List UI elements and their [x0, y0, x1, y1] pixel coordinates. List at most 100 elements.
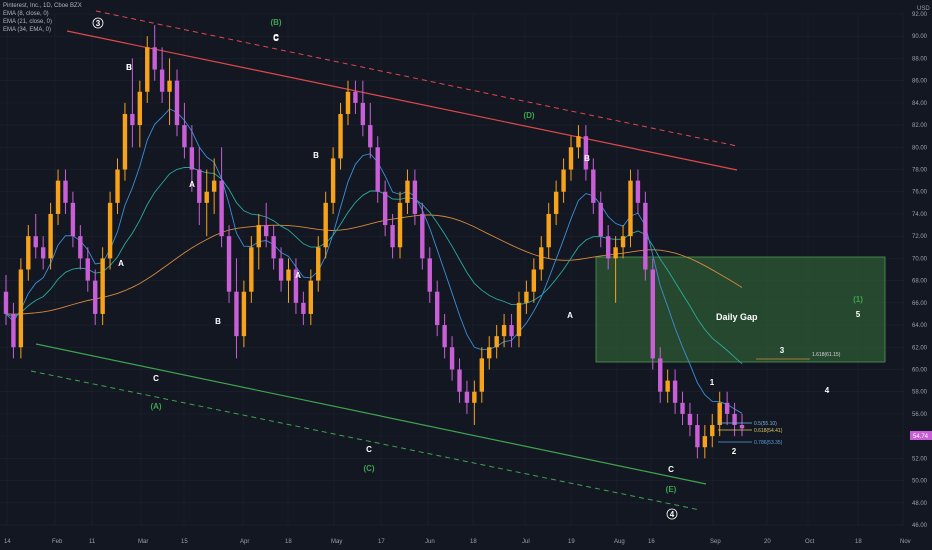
candle-body — [330, 158, 336, 203]
candle-body — [122, 113, 128, 170]
candle-body — [130, 113, 135, 126]
candle-body — [472, 391, 477, 403]
wave-label: C — [273, 33, 279, 42]
wave-label: 4 — [670, 510, 675, 519]
candle-body — [3, 291, 9, 314]
x-tick-label: Oct — [805, 539, 815, 545]
wave-label: 2 — [732, 447, 737, 456]
wave-label: A — [295, 271, 301, 280]
candle-body — [286, 269, 291, 281]
y-tick-label: 76.00 — [912, 190, 928, 196]
candle-body — [219, 180, 224, 237]
wave-circle — [666, 508, 678, 520]
fib-label: 0.618(54.41) — [754, 428, 783, 434]
y-tick-label: 66.00 — [912, 301, 928, 307]
candle-body — [576, 136, 581, 148]
x-tick-label: 18 — [470, 539, 477, 545]
candle-body — [100, 258, 105, 314]
x-tick-label: 14 — [4, 539, 11, 545]
candle-body — [479, 358, 484, 392]
candle-body — [591, 169, 596, 203]
candle-body — [531, 269, 537, 292]
candle-body — [293, 269, 299, 303]
wave-label: 4 — [825, 386, 830, 395]
wave-label: B — [215, 317, 221, 326]
x-tick-label: 19 — [568, 539, 575, 545]
candle-body — [643, 202, 648, 270]
x-tick-label: Feb — [52, 539, 63, 545]
candle-body — [687, 413, 693, 426]
candle-body — [457, 369, 462, 392]
candle-body — [256, 225, 261, 248]
wave-label: C — [153, 374, 159, 383]
candles — [3, 25, 745, 459]
x-tick-label: 18 — [855, 539, 862, 545]
candle-body — [420, 213, 425, 259]
candle-body — [501, 325, 507, 337]
candle-body — [665, 380, 670, 392]
ema34-label: EMA (34, EMA, 0) — [3, 27, 52, 33]
y-tick-label: 48.00 — [912, 501, 928, 507]
x-tick-label: 11 — [89, 539, 96, 545]
wave-label: B — [313, 151, 319, 160]
x-tick-label: Mar — [138, 539, 148, 545]
candle-body — [695, 425, 700, 448]
y-tick-label: 84.00 — [912, 101, 928, 107]
wave-label: (E) — [666, 485, 677, 494]
ema34-line — [5, 214, 743, 315]
candle-body — [174, 80, 180, 126]
y-tick-label: 78.00 — [912, 168, 928, 174]
candle-body — [308, 280, 314, 314]
candle-body — [516, 302, 522, 337]
support-parallel-line — [30, 370, 701, 511]
candle-body — [115, 169, 120, 203]
candle-body — [271, 236, 276, 259]
x-tick-label: Jun — [425, 539, 435, 545]
candle-body — [620, 236, 626, 248]
y-tick-label: 88.00 — [912, 56, 928, 62]
y-tick-label: 70.00 — [912, 256, 928, 262]
price-tag — [910, 431, 932, 440]
candle-body — [449, 347, 455, 370]
chart-legend: Pinterest, Inc., 1D, Cboe BZX EMA (8, cl… — [3, 2, 82, 34]
price-axis[interactable]: 92.00 90.00 88.00 86.00 84.00 82.00 80.00 78.00… — [912, 12, 928, 529]
x-tick-label: Aug — [614, 539, 625, 545]
wave-label: (D) — [523, 111, 534, 120]
grid — [0, 13, 905, 526]
wave-label: C — [366, 445, 372, 454]
x-tick-label: 18 — [285, 539, 292, 545]
candle-body — [553, 191, 559, 214]
candle-body — [434, 291, 440, 326]
candle-body — [412, 180, 418, 214]
time-axis[interactable]: 14 Feb 11 Mar 15 Apr 18 May 17 Jun 18 Jul 19 Aug 16 Sep… — [4, 539, 911, 545]
candle-body — [605, 236, 611, 259]
candle-body — [93, 280, 98, 314]
wave-label: B — [126, 63, 132, 72]
currency-label: USD — [917, 6, 930, 12]
candle-body — [204, 191, 209, 203]
support-line — [35, 343, 707, 485]
candle-body — [732, 413, 737, 426]
ema21-label: EMA (21, close, 0) — [3, 19, 53, 25]
candle-body — [382, 191, 388, 226]
candle-body — [375, 147, 380, 192]
candle-body — [598, 202, 603, 237]
y-tick-label: 92.00 — [912, 12, 928, 18]
candle-body — [226, 236, 232, 292]
candle-body — [78, 236, 83, 259]
x-tick-label: 20 — [764, 539, 771, 545]
y-tick-label: 74.00 — [912, 212, 928, 218]
candle-body — [197, 169, 202, 203]
x-tick-label: Apr — [240, 539, 249, 545]
wave-label: (A) — [150, 402, 161, 411]
ema8-label: EMA (8, close, 0) — [3, 11, 49, 17]
y-tick-label: 60.00 — [912, 367, 928, 373]
wave-label: A — [189, 180, 195, 189]
x-tick-label: 15 — [181, 539, 188, 545]
wave-label: A — [567, 311, 573, 320]
y-tick-label: 46.00 — [912, 523, 928, 529]
candle-body — [390, 225, 395, 248]
candle-body — [568, 147, 574, 170]
